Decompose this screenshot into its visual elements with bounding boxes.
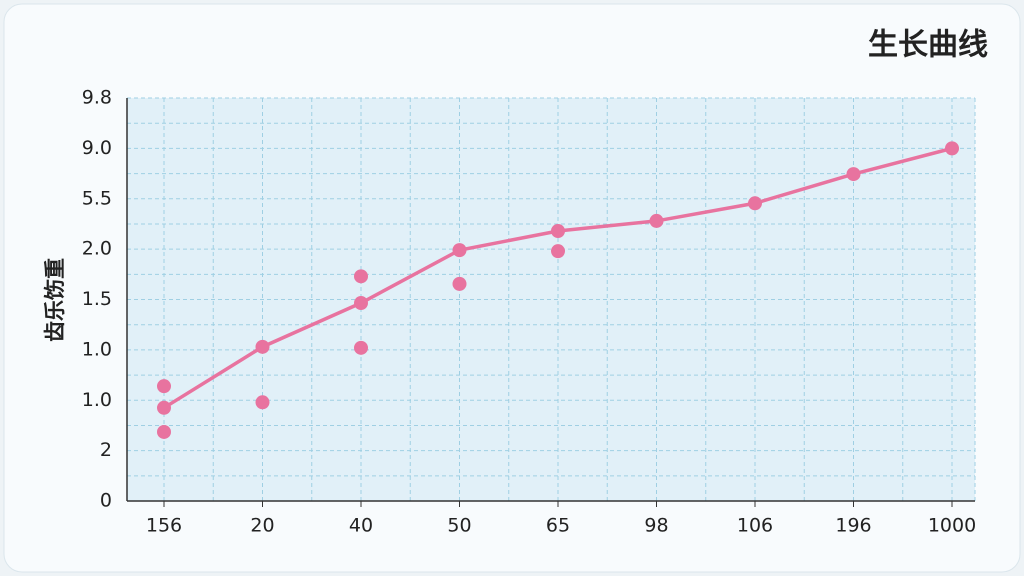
y-axis-label: 齿乐饬重 xyxy=(43,258,67,342)
x-tick-label: 50 xyxy=(447,515,471,537)
x-tick-label: 196 xyxy=(835,515,871,537)
x-tick-label: 156 xyxy=(146,515,182,537)
point xyxy=(551,223,565,238)
point xyxy=(157,400,171,415)
x-tick-label: 20 xyxy=(250,515,274,537)
y-tick-label: 2 xyxy=(100,439,112,461)
point xyxy=(551,244,565,259)
x-tick-label: 65 xyxy=(546,515,570,537)
point xyxy=(157,379,171,394)
point xyxy=(649,213,664,228)
y-tick-label: 2.0 xyxy=(82,238,112,260)
point xyxy=(748,196,762,211)
point xyxy=(157,424,171,439)
y-tick-label: 1.0 xyxy=(82,338,112,360)
point xyxy=(452,276,467,291)
y-tick-label: 9.8 xyxy=(82,87,112,109)
point xyxy=(354,269,368,284)
point xyxy=(354,296,368,311)
point xyxy=(255,339,270,354)
y-tick-label: 5.5 xyxy=(82,187,112,209)
point xyxy=(255,395,270,410)
y-tick-label: 1.5 xyxy=(82,288,112,310)
point xyxy=(354,340,368,355)
point xyxy=(945,141,959,156)
y-tick-label: 1.0 xyxy=(82,389,112,411)
minor-grid xyxy=(127,98,976,501)
x-tick-label: 98 xyxy=(644,515,668,537)
y-tick-label: 9.0 xyxy=(82,137,112,159)
x-tick-label: 106 xyxy=(737,515,773,537)
point xyxy=(452,243,467,258)
y-tick-label: 0 xyxy=(100,490,112,512)
x-tick-label: 1000 xyxy=(928,515,976,537)
x-tick-label: 40 xyxy=(349,515,373,537)
chart-title: 生长曲线 xyxy=(868,28,988,63)
point xyxy=(846,167,861,182)
